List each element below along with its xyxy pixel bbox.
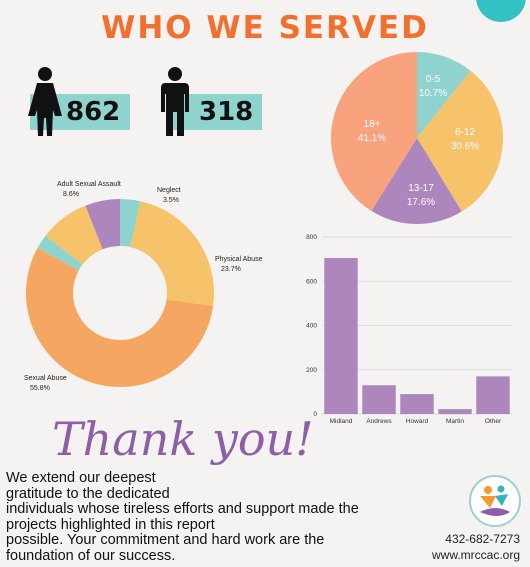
message-line: projects highlighted in this report xyxy=(6,516,215,533)
pie-slice-label: 0-5 xyxy=(426,74,441,85)
male-count: 318 xyxy=(199,97,254,127)
donut-segment-adult-sexual-assault xyxy=(45,205,103,265)
donut-label: Sexual Abuse xyxy=(24,375,67,382)
y-tick-label: 400 xyxy=(306,323,317,330)
gratitude-message: We extend our deepest gratitude to the d… xyxy=(6,470,406,564)
donut-segment-unlabeled-5 xyxy=(85,199,120,250)
corner-badge xyxy=(476,0,526,22)
donut-value: 8.6% xyxy=(63,191,79,198)
donut-value: 23.7% xyxy=(221,266,241,273)
message-line: individuals whose tireless efforts and s… xyxy=(6,501,359,517)
donut-value: 55.8% xyxy=(30,385,50,392)
female-icon xyxy=(28,67,62,136)
donut-segment-physical-abuse xyxy=(130,201,214,306)
pie-slice-label: 6-12 xyxy=(455,127,475,138)
website: www.mrccac.org xyxy=(431,548,520,562)
bar-andrews xyxy=(362,385,396,414)
y-tick-label: 800 xyxy=(306,234,317,241)
bar-martin xyxy=(438,409,472,414)
donut-value: 3.5% xyxy=(163,197,179,204)
donut-label: Neglect xyxy=(157,187,181,194)
bar-howard xyxy=(400,394,434,414)
x-tick-label: Howard xyxy=(406,418,429,425)
message-line: We extend our deepest xyxy=(6,470,156,486)
county-bar-chart: 0 200 400 600 800 Midland Andrews Howard Martin O… xyxy=(306,234,512,425)
age-pie-chart: 0-5 10.7% 6-12 30.6% 13-17 17.6% 18+ 41.1% xyxy=(331,52,503,224)
donut-label: Physical Abuse xyxy=(215,256,263,263)
pie-slice-value: 41.1% xyxy=(358,133,386,144)
male-icon xyxy=(161,67,189,136)
x-tick-label: Other xyxy=(485,418,502,425)
donut-label: Adult Sexual Assault xyxy=(57,181,121,188)
y-tick-label: 200 xyxy=(306,367,317,374)
pie-slice-0-5 xyxy=(417,52,471,138)
donut-segment-sexual-abuse xyxy=(25,247,214,387)
organization-logo xyxy=(469,475,521,527)
bar-other xyxy=(476,376,510,414)
bar-midland xyxy=(324,258,358,414)
page-title: WHO WE SERVED xyxy=(101,10,429,46)
donut-segment-unlabeled-3 xyxy=(37,235,83,271)
pie-slice-label: 13-17 xyxy=(408,183,434,194)
pie-slice-label: 18+ xyxy=(364,119,381,130)
message-line: possible. Your commitment and hard work … xyxy=(6,532,325,548)
pie-slice-6-12 xyxy=(417,70,503,212)
message-line: foundation of our success. xyxy=(6,547,176,564)
female-count: 862 xyxy=(66,97,121,127)
phone-number: 432-682-7273 xyxy=(445,532,520,546)
thank-you-heading: Thank you! xyxy=(52,412,314,466)
pie-slice-18- xyxy=(331,52,417,211)
x-tick-label: Midland xyxy=(330,418,353,425)
pie-slice-value: 17.6% xyxy=(407,197,435,208)
x-tick-label: Andrews xyxy=(366,418,392,425)
x-tick-label: Martin xyxy=(446,418,464,425)
abuse-donut-chart: Neglect 3.5% Physical Abuse 23.7% Sexual Abu… xyxy=(24,181,263,392)
y-tick-label: 0 xyxy=(313,411,317,418)
y-tick-label: 600 xyxy=(306,278,317,285)
pie-slice-value: 10.7% xyxy=(419,88,447,99)
pie-slice-13-17 xyxy=(371,138,462,224)
pie-slice-value: 30.6% xyxy=(451,141,479,152)
contact-info: 432-682-7273 www.mrccac.org xyxy=(432,531,520,563)
donut-segment-neglect xyxy=(120,199,141,248)
message-line: gratitude to the dedicated xyxy=(6,485,170,502)
